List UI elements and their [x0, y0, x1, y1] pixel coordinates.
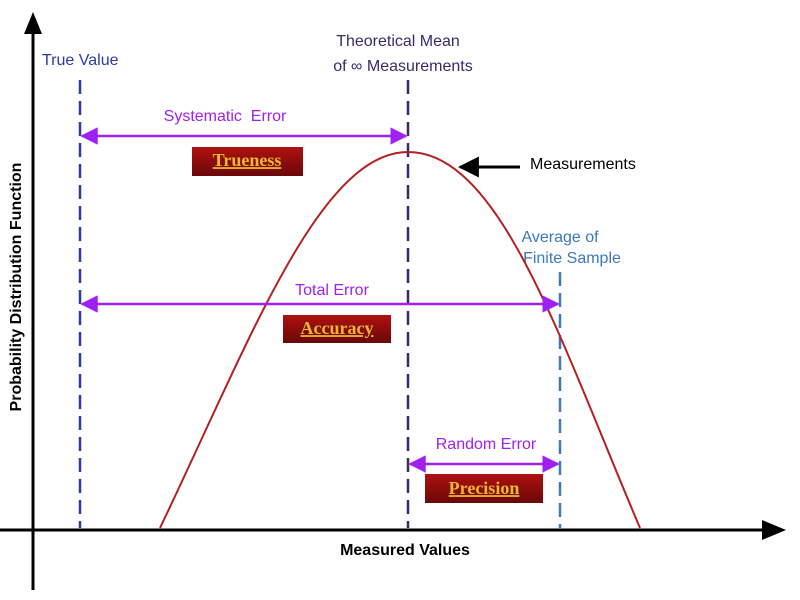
error-label: Total Error [295, 282, 369, 299]
average-label: Average of [521, 229, 599, 246]
error-label: Random Error [436, 436, 537, 453]
error-label: Systematic Error [164, 108, 287, 125]
average-label: Finite Sample [523, 250, 621, 267]
term-label: Trueness [213, 150, 282, 170]
term-box [425, 474, 543, 503]
x-axis-arrow [762, 520, 786, 540]
term-box [283, 315, 391, 343]
x-axis-label: Measured Values [340, 542, 470, 559]
curve-label: Measurements [530, 156, 636, 173]
term-label: Accuracy [301, 318, 374, 338]
true-value-label: True Value [42, 52, 119, 69]
mean-label: Theoretical Mean [336, 33, 460, 50]
distribution-curve [159, 150, 641, 529]
term-box [192, 147, 303, 176]
term-label: Precision [449, 478, 520, 498]
mean-label: of ∞ Measurements [333, 58, 472, 75]
y-axis-arrow [24, 12, 42, 34]
y-axis-label: Probability Distribution Function [8, 163, 25, 412]
